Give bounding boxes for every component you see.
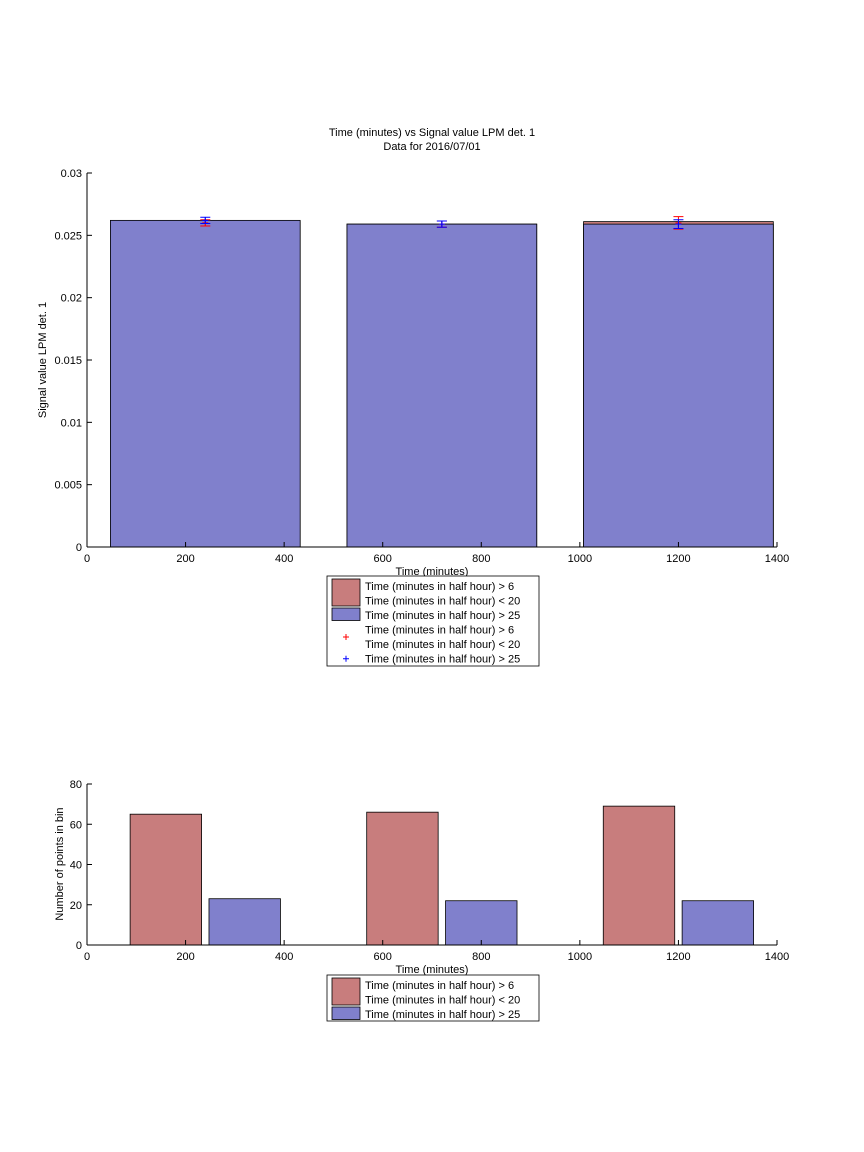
- x-tick-label: 600: [374, 553, 392, 565]
- legend-box: [326, 575, 540, 667]
- legend-label: Time (minutes in half hour) > 6: [365, 625, 514, 637]
- y-tick-label: 40: [70, 860, 82, 872]
- axes-group: 0 200 400 600 800 1000 1200 1400 0 20 40 60 80: [70, 779, 789, 963]
- y-tick-label: 0.005: [54, 480, 82, 492]
- y-tick-label: 0.02: [61, 293, 82, 305]
- legend-entry: Time (minutes in half hour) > 25: [343, 654, 520, 666]
- legend-label: Time (minutes in half hour) > 25: [365, 654, 520, 666]
- x-tick-label: 200: [176, 553, 194, 565]
- bars-group: [129, 805, 754, 946]
- y-tick-label: 0.015: [54, 355, 82, 367]
- legend-entry: Time (minutes in half hour) > 25: [331, 1006, 520, 1021]
- chart-subtitle: Data for 2016/07/01: [383, 141, 480, 153]
- bar: [110, 219, 301, 548]
- x-tick-label: 400: [275, 951, 293, 963]
- x-axis-label: Time (minutes): [396, 566, 469, 578]
- legend-entry: Time (minutes in half hour) > 6 Time (min…: [331, 977, 520, 1007]
- error-bars-group: [200, 216, 684, 230]
- legend-label: Time (minutes in half hour) > 25: [365, 610, 520, 622]
- bar: [346, 223, 538, 548]
- x-tick-label: 1200: [666, 951, 690, 963]
- y-tick-label: 0.01: [61, 417, 82, 429]
- bar: [583, 223, 774, 548]
- legend-swatch: [331, 578, 361, 607]
- x-tick-label: 1400: [765, 553, 789, 565]
- y-tick-label: 0.03: [61, 168, 82, 180]
- y-axis-label: Signal value LPM det. 1: [37, 302, 49, 418]
- x-tick-label: 1200: [666, 553, 690, 565]
- x-tick-label: 1000: [568, 553, 592, 565]
- legend-label: Time (minutes in half hour) > 6: [365, 980, 514, 992]
- legend-swatch: [331, 977, 361, 1006]
- legend-label: Time (minutes in half hour) > 6: [365, 581, 514, 593]
- legend-label: Time (minutes in half hour) < 20: [365, 995, 520, 1007]
- x-tick-label: 200: [176, 951, 194, 963]
- bar: [445, 900, 518, 946]
- count-chart: Time (minutes) Number of points in bin 0…: [54, 779, 789, 1022]
- x-tick-label: 600: [374, 951, 392, 963]
- legend-swatch: [331, 607, 361, 621]
- y-tick-label: 0.025: [54, 230, 82, 242]
- legend-box: [326, 974, 540, 1022]
- bars-group: [110, 219, 774, 548]
- legend-label: Time (minutes in half hour) > 25: [365, 1009, 520, 1021]
- y-tick-label: 80: [70, 779, 82, 791]
- legend-label: Time (minutes in half hour) < 20: [365, 639, 520, 651]
- error-bar: [436, 220, 447, 228]
- bar: [129, 813, 202, 946]
- legend-entry: Time (minutes in half hour) > 6 Time (min…: [343, 625, 520, 651]
- x-axis-label: Time (minutes): [396, 964, 469, 976]
- legend: Time (minutes in half hour) > 6 Time (min…: [326, 974, 540, 1022]
- x-tick-label: 1000: [568, 951, 592, 963]
- y-tick-label: 0: [76, 940, 82, 952]
- bar: [602, 805, 676, 946]
- x-tick-label: 800: [472, 951, 490, 963]
- legend-marker: [343, 634, 349, 640]
- bar: [366, 811, 439, 946]
- chart-title: Time (minutes) vs Signal value LPM det. …: [329, 127, 535, 139]
- x-tick-label: 400: [275, 553, 293, 565]
- legend-entry: Time (minutes in half hour) > 6 Time (min…: [331, 578, 520, 608]
- error-bar: [673, 219, 684, 229]
- bar: [208, 898, 281, 946]
- signal-chart: Time (minutes) vs Signal value LPM det. …: [37, 127, 789, 667]
- legend-label: Time (minutes in half hour) < 20: [365, 596, 520, 608]
- y-tick-label: 0: [76, 542, 82, 554]
- y-tick-label: 60: [70, 819, 82, 831]
- error-bar: [200, 216, 211, 224]
- legend-entry: Time (minutes in half hour) > 25: [331, 607, 520, 622]
- x-tick-label: 800: [472, 553, 490, 565]
- y-tick-label: 20: [70, 900, 82, 912]
- legend-swatch: [331, 1006, 361, 1020]
- bar: [681, 900, 754, 946]
- x-tick-label: 0: [84, 553, 90, 565]
- axes-group: 0 200 400 600 800 1000 1200 1400 0 0.005 0.01 0.015…: [54, 168, 789, 565]
- y-axis-label: Number of points in bin: [54, 807, 66, 920]
- legend: Time (minutes in half hour) > 6 Time (min…: [326, 575, 540, 667]
- legend-marker: [343, 655, 349, 662]
- x-tick-label: 0: [84, 951, 90, 963]
- x-tick-label: 1400: [765, 951, 789, 963]
